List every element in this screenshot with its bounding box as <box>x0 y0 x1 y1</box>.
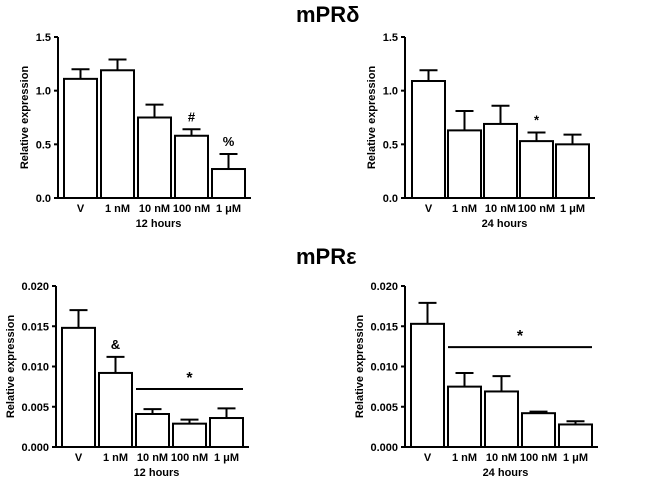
x-tick-label: 1 μM <box>216 203 241 215</box>
x-tick-label: 1 nM <box>452 203 477 215</box>
x-tick-label: 1 nM <box>105 203 130 215</box>
bar-1 <box>63 77 98 199</box>
title-mpr-epsilon: mPRε <box>296 244 357 269</box>
bar-4 <box>519 140 554 199</box>
y-tick-label: 0.005 <box>370 402 398 414</box>
y-tick-label: 0.015 <box>370 321 398 333</box>
y-tick-label: 1.5 <box>36 32 51 44</box>
bar-4 <box>174 134 209 200</box>
bar-4 <box>172 422 207 448</box>
bar-3 <box>483 122 518 199</box>
title-mpr-delta: mPRδ <box>296 2 360 27</box>
x-tick-label: 10 nM <box>486 452 517 464</box>
y-axis-title: Relative expression <box>5 315 17 419</box>
y-tick-label: 0.005 <box>21 402 49 414</box>
significance-marker: & <box>111 337 120 352</box>
y-tick-label: 0.015 <box>21 321 49 333</box>
y-tick-label: 0.000 <box>21 442 49 454</box>
y-tick-label: 0.0 <box>36 193 51 205</box>
significance-marker: % <box>223 134 235 149</box>
bar-5 <box>211 168 246 200</box>
y-tick-label: 0.020 <box>370 281 398 293</box>
bar-2 <box>100 69 135 199</box>
bar-5 <box>555 143 590 199</box>
chart-panel-4: 0.000 0.005 0.010 0.015 0.020 Relative expres… <box>354 281 598 479</box>
chart-panel-1: 0.0 0.5 1.0 1.5 Relative expression V 1 nM 10 n… <box>19 32 251 230</box>
y-axis-title: Relative expression <box>366 66 378 170</box>
bar-2 <box>447 385 482 448</box>
bar-5 <box>558 423 593 448</box>
chart-panel-2: 0.0 0.5 1.0 1.5 Relative expression V 1 nM 10 n… <box>366 32 595 230</box>
x-tick-label: V <box>425 203 433 215</box>
x-tick-label: V <box>424 452 432 464</box>
bar-1 <box>410 322 445 448</box>
y-tick-label: 1.5 <box>383 32 398 44</box>
significance-bracket-label: * <box>186 370 193 387</box>
x-tick-label: 100 nM <box>518 203 555 215</box>
x-axis-title: 12 hours <box>136 218 182 230</box>
bar-2 <box>98 371 133 448</box>
y-axis-title: Relative expression <box>19 66 31 170</box>
x-tick-label: 100 nM <box>520 452 557 464</box>
x-axis-title: 24 hours <box>483 467 529 479</box>
y-tick-label: 0.5 <box>383 139 398 151</box>
x-tick-label: 10 nM <box>485 203 516 215</box>
bar-1 <box>61 326 96 448</box>
y-axis-title: Relative expression <box>354 315 366 419</box>
y-tick-label: 0.020 <box>21 281 49 293</box>
x-tick-label: 10 nM <box>137 452 168 464</box>
y-tick-label: 0.0 <box>383 193 398 205</box>
chart-panel-3: 0.000 0.005 0.010 0.015 0.020 Relative expres… <box>5 281 249 479</box>
x-axis-title: 12 hours <box>134 467 180 479</box>
x-tick-label: V <box>77 203 85 215</box>
x-tick-label: 1 μM <box>563 452 588 464</box>
y-tick-label: 0.010 <box>21 362 49 374</box>
x-tick-label: 1 μM <box>560 203 585 215</box>
y-tick-label: 1.0 <box>383 86 398 98</box>
x-tick-label: 1 μM <box>214 452 239 464</box>
significance-marker: * <box>534 113 540 128</box>
significance-marker: # <box>188 109 196 124</box>
y-tick-label: 0.010 <box>370 362 398 374</box>
x-axis-title: 24 hours <box>482 218 528 230</box>
bar-3 <box>484 390 519 448</box>
x-tick-label: 10 nM <box>139 203 170 215</box>
x-tick-label: 100 nM <box>173 203 210 215</box>
bar-1 <box>411 80 446 199</box>
x-tick-label: V <box>75 452 83 464</box>
bar-3 <box>135 412 170 448</box>
bar-4 <box>521 412 556 449</box>
y-tick-label: 0.000 <box>370 442 398 454</box>
bar-3 <box>137 116 172 199</box>
bar-5 <box>209 417 244 448</box>
significance-bracket-label: * <box>517 328 524 345</box>
y-tick-label: 0.5 <box>36 139 51 151</box>
y-tick-label: 1.0 <box>36 86 51 98</box>
x-tick-label: 100 nM <box>171 452 208 464</box>
x-tick-label: 1 nM <box>452 452 477 464</box>
bar-2 <box>447 129 482 200</box>
x-tick-label: 1 nM <box>103 452 128 464</box>
